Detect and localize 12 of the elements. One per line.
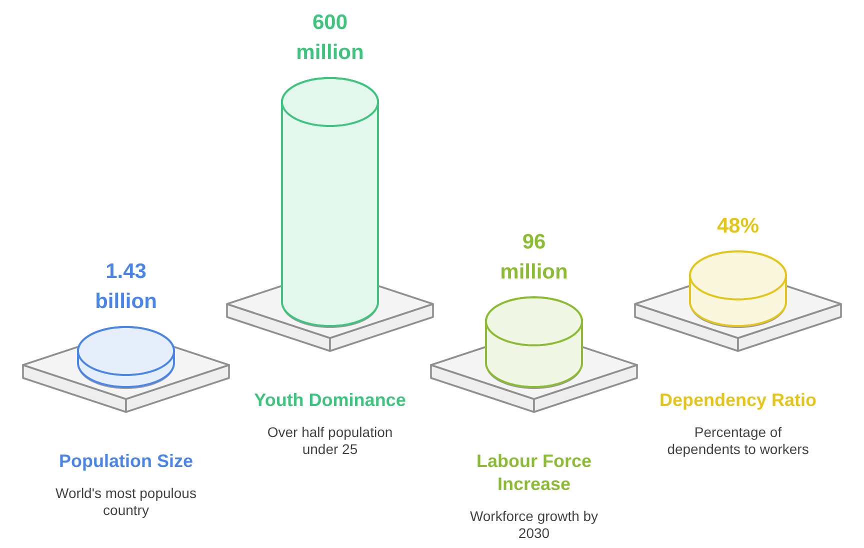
category-label: Population Size — [58, 451, 194, 471]
text: World's most populous country — [56, 485, 196, 518]
data-label: 600 million — [296, 11, 364, 64]
data-label: 1.43 billion — [95, 260, 157, 313]
text: Workforce growth by 2030 — [470, 508, 598, 541]
data-label: 48% — [716, 214, 760, 238]
category-label: Youth Dominance — [254, 390, 406, 410]
category-label: Dependency Ratio — [659, 390, 817, 410]
text: Over half population under 25 — [267, 424, 393, 457]
data-label: 96 million — [500, 230, 568, 284]
category-label: Labour Force Increase — [476, 451, 592, 494]
text: Percentage of dependents to workers — [667, 424, 809, 457]
